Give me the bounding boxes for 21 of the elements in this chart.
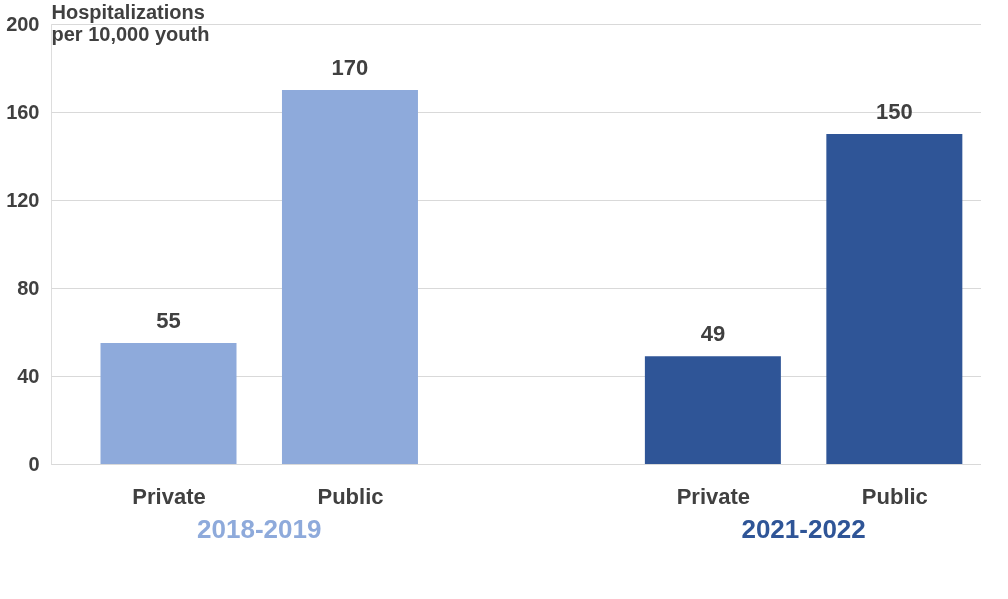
bar — [281, 90, 418, 464]
y-tick-label: 160 — [6, 100, 40, 123]
x-tick-label: Private — [676, 483, 751, 509]
bar — [100, 343, 237, 464]
y-tick-label: 0 — [28, 452, 40, 475]
x-tick-label: Private — [132, 483, 206, 509]
bar — [826, 134, 963, 464]
x-tick-label: Public — [317, 483, 384, 509]
data-label: 55 — [156, 308, 181, 333]
series-label: 2021-2022 — [741, 514, 866, 544]
data-label: 49 — [700, 321, 726, 347]
data-label: 170 — [331, 55, 369, 80]
bar — [644, 356, 781, 464]
y-tick-label: 80 — [17, 276, 40, 299]
x-tick-label: Public — [861, 483, 928, 509]
data-label: 150 — [875, 99, 913, 124]
y-tick-label: 200 — [6, 12, 40, 35]
y-tick-label: 40 — [17, 364, 40, 387]
y-tick-label: 120 — [6, 188, 40, 211]
y-axis-title: Hospitalizations per 10,000 youth — [51, 0, 210, 45]
series-label: 2018-2019 — [197, 514, 322, 544]
